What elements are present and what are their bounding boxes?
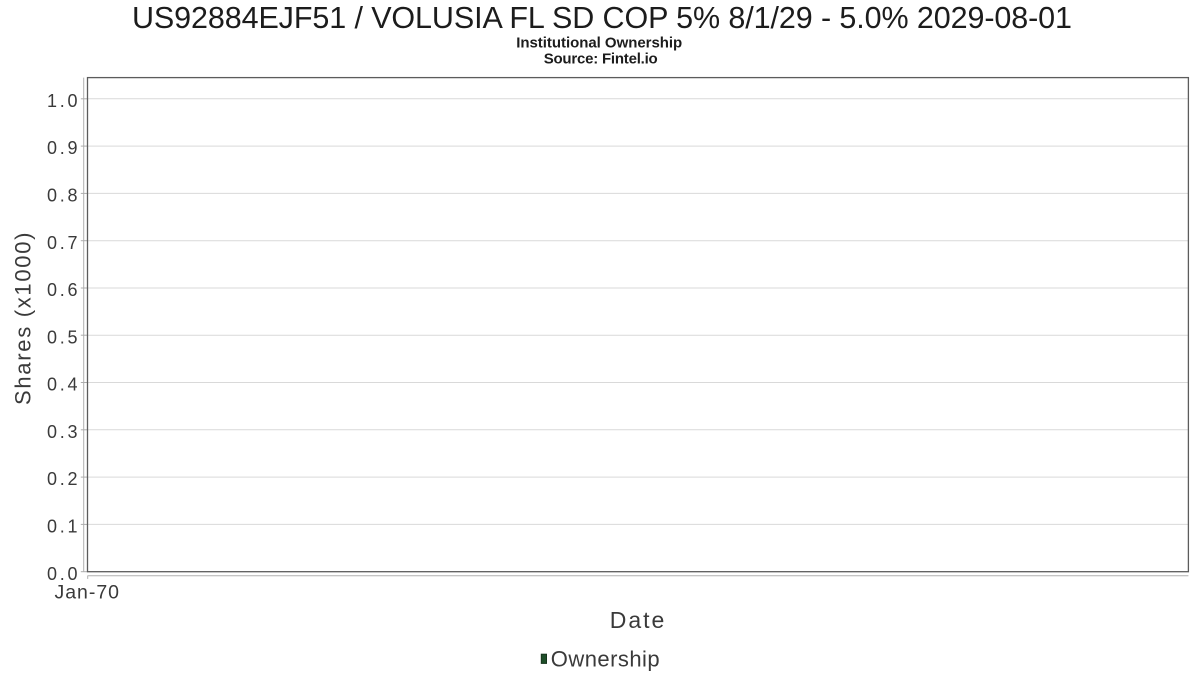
svg-text:0.7: 0.7 — [47, 233, 78, 253]
svg-text:1.0: 1.0 — [47, 91, 78, 111]
svg-text:0.5: 0.5 — [47, 327, 78, 347]
svg-text:Date: Date — [610, 607, 665, 633]
svg-text:0.8: 0.8 — [47, 186, 78, 206]
svg-text:0.4: 0.4 — [47, 375, 78, 395]
svg-text:Jan-70: Jan-70 — [55, 581, 120, 603]
svg-text:0.6: 0.6 — [47, 280, 78, 300]
svg-text:Institutional Ownership: Institutional Ownership — [516, 35, 682, 52]
svg-text:US92884EJF51 / VOLUSIA FL SD C: US92884EJF51 / VOLUSIA FL SD COP 5% 8/1/… — [132, 1, 1072, 35]
svg-text:Ownership: Ownership — [551, 647, 660, 672]
svg-text:0.3: 0.3 — [47, 422, 78, 442]
svg-text:Source: Fintel.io: Source: Fintel.io — [544, 51, 658, 68]
svg-text:0.2: 0.2 — [47, 469, 78, 489]
svg-text:Shares (x1000): Shares (x1000) — [11, 233, 36, 406]
svg-text:0.0: 0.0 — [47, 564, 78, 584]
svg-text:0.9: 0.9 — [47, 138, 78, 158]
svg-text:0.1: 0.1 — [47, 517, 78, 537]
